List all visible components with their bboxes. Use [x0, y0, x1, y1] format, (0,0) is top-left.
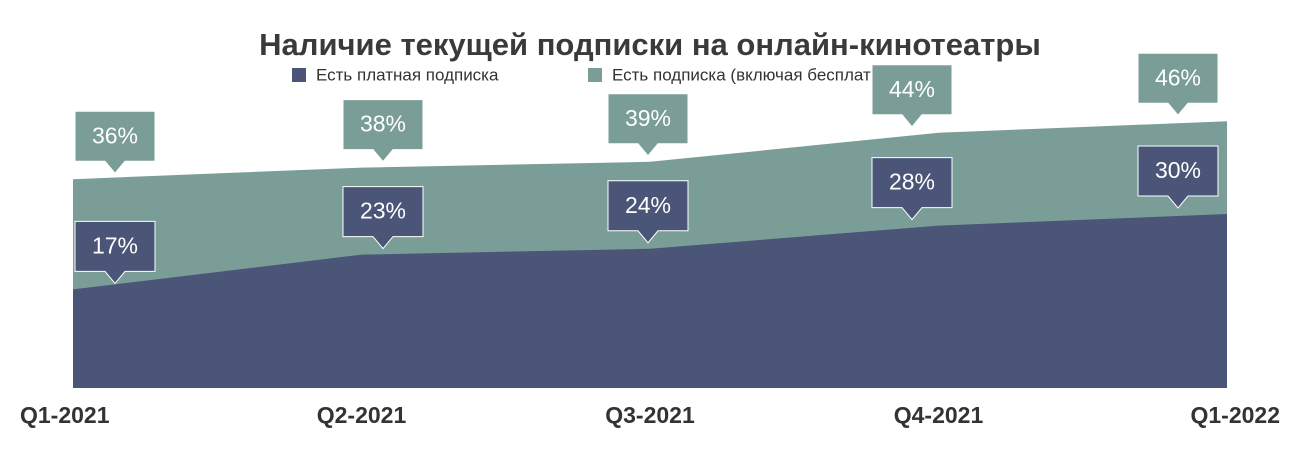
label-callout: [1137, 52, 1219, 116]
label-callout: [342, 99, 424, 163]
x-tick-label: Q1-2022: [1190, 402, 1280, 428]
label-callout: [74, 220, 156, 285]
data-label: 17%: [92, 232, 138, 258]
x-tick-label: Q1-2021: [20, 402, 110, 428]
legend-swatch: [588, 68, 602, 82]
legend-swatch: [292, 68, 306, 82]
data-label: 28%: [889, 169, 935, 195]
area: [73, 214, 1227, 388]
data-label: 46%: [1155, 64, 1201, 90]
label-callout: [74, 110, 156, 174]
legend-label: Есть подписка (включая бесплатную): [612, 65, 907, 84]
data-label: 44%: [889, 76, 935, 102]
x-tick-label: Q3-2021: [605, 402, 695, 428]
label-callout: [871, 64, 953, 128]
data-label: 36%: [92, 122, 138, 148]
label-callout: [342, 186, 424, 250]
data-label: 39%: [625, 105, 671, 131]
data-label: 23%: [360, 198, 406, 224]
chart-title: Наличие текущей подписки на онлайн-кинот…: [259, 27, 1041, 62]
label-callout: [1137, 145, 1219, 209]
x-tick-label: Q2-2021: [317, 402, 407, 428]
label-callout: [607, 180, 689, 244]
label-callout: [607, 93, 689, 157]
label-callout: [871, 157, 953, 221]
data-label: 38%: [360, 111, 406, 137]
x-tick-label: Q4-2021: [894, 402, 984, 428]
legend-label: Есть платная подписка: [316, 65, 499, 84]
data-label: 24%: [625, 192, 671, 218]
data-label: 30%: [1155, 157, 1201, 183]
